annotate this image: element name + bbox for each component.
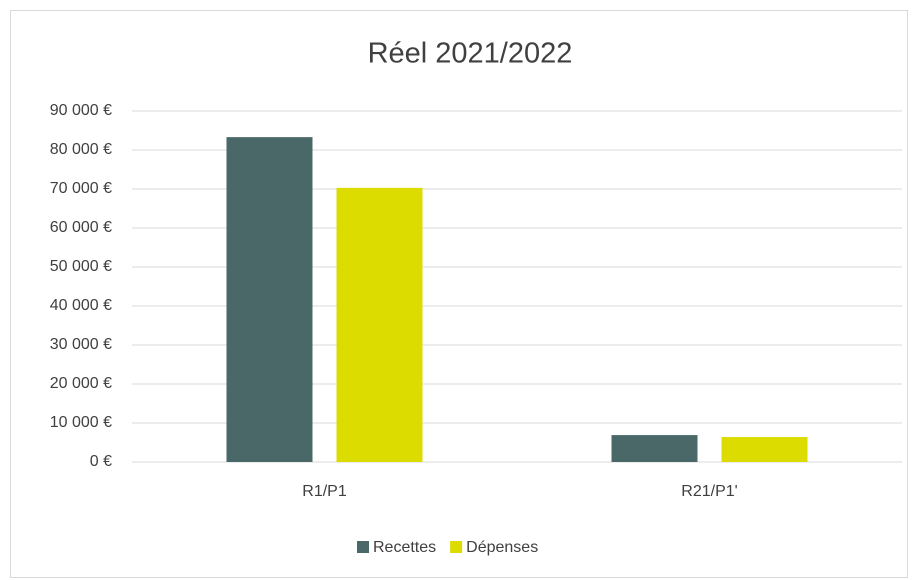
y-tick-label: 60 000 €: [50, 219, 112, 236]
bar: [336, 187, 423, 462]
y-tick-label: 10 000 €: [50, 414, 112, 431]
x-tick-label: R1/P1: [302, 483, 347, 500]
legend-label: Recettes: [373, 539, 436, 556]
y-tick-label: 70 000 €: [50, 180, 112, 197]
y-tick-label: 0 €: [90, 453, 112, 470]
bar: [721, 437, 808, 462]
chart-title: Réel 2021/2022: [368, 38, 573, 70]
y-tick-label: 50 000 €: [50, 258, 112, 275]
x-tick-label: R21/P1': [681, 483, 737, 500]
legend-label: Dépenses: [466, 539, 538, 556]
legend-swatch: [450, 541, 463, 553]
y-tick-label: 90 000 €: [50, 102, 112, 119]
legend-swatch: [357, 541, 369, 553]
bar: [226, 137, 313, 462]
bar: [611, 435, 698, 462]
y-tick-label: 40 000 €: [50, 297, 112, 314]
chart-frame: [10, 10, 908, 578]
y-tick-label: 80 000 €: [50, 141, 112, 158]
y-tick-label: 30 000 €: [50, 336, 112, 353]
y-tick-label: 20 000 €: [50, 375, 112, 392]
